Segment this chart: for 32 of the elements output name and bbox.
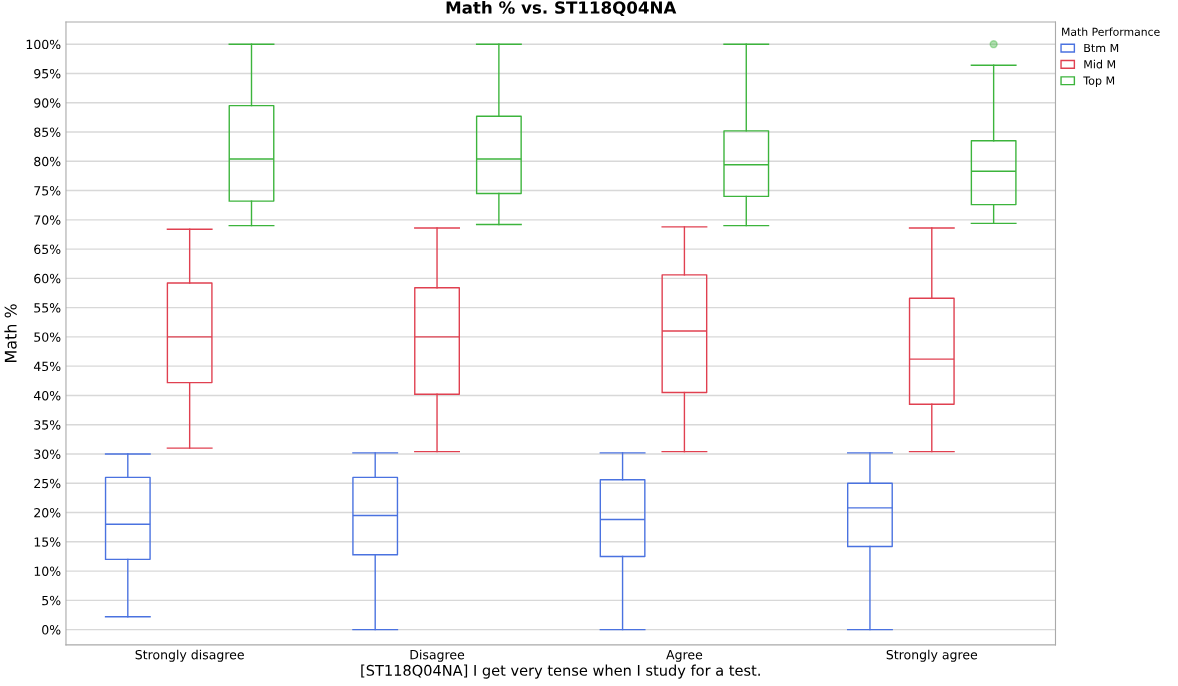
y-tick-label: 30% — [34, 449, 61, 459]
y-tick-label: 75% — [34, 186, 61, 196]
y-tick-label: 45% — [33, 361, 61, 372]
y-tick-label: 0% — [42, 625, 61, 635]
y-tick-label: 90% — [34, 98, 61, 108]
y-tick-label: 85% — [34, 127, 61, 137]
y-tick-label: 10% — [34, 566, 61, 576]
chart-title: Math % vs. ST118Q04NA — [446, 0, 677, 17]
x-tick-label: Strongly agree — [886, 649, 978, 662]
y-tick-label: 60% — [34, 273, 61, 284]
legend-label: Mid M — [1084, 59, 1116, 69]
x-tick-label: Disagree — [410, 649, 465, 662]
y-tick-label: 95% — [34, 68, 61, 79]
legend-label: Top M — [1083, 76, 1115, 87]
y-tick-label: 50% — [34, 332, 61, 342]
y-tick-label: 100% — [26, 39, 61, 50]
y-tick-label: 70% — [34, 215, 61, 225]
legend-label: Btm M — [1084, 43, 1119, 52]
y-tick-label: 35% — [34, 420, 61, 430]
y-tick-label: 65% — [34, 244, 61, 255]
x-axis-title: [ST118Q04NA] I get very tense when I study for a test. — [361, 664, 760, 679]
y-tick-label: 5% — [42, 595, 61, 606]
y-tick-label: 20% — [34, 508, 61, 518]
y-axis-title: Math % — [4, 304, 17, 362]
y-tick-label: 55% — [34, 303, 61, 313]
y-tick-label: 80% — [34, 156, 61, 167]
x-tick-label: Agree — [666, 650, 703, 662]
x-tick-label: Strongly disagree — [135, 649, 244, 662]
y-tick-label: 40% — [33, 390, 61, 401]
legend-title: Math Performance — [1062, 27, 1160, 36]
y-tick-label: 15% — [34, 537, 61, 547]
y-tick-label: 25% — [34, 478, 61, 489]
